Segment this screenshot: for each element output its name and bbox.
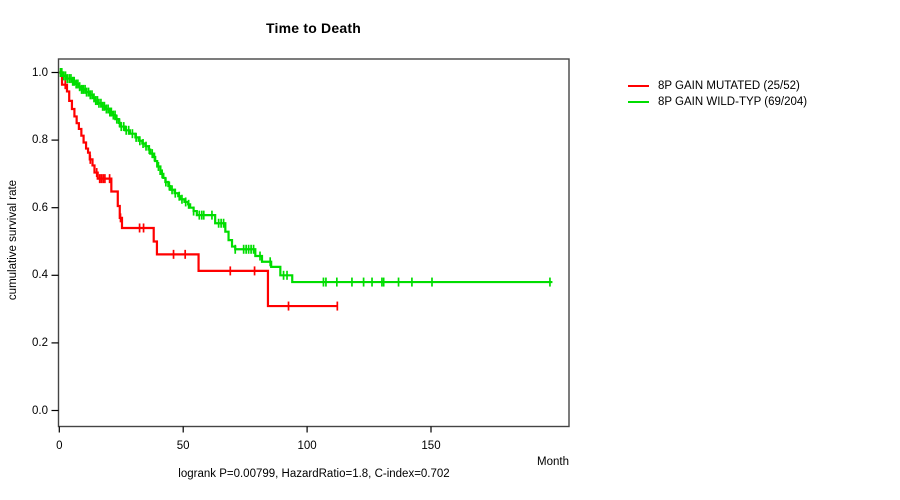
x-axis-label: Month bbox=[537, 456, 569, 468]
logrank-annotation: logrank P=0.00799, HazardRatio=1.8, C-in… bbox=[178, 468, 450, 480]
legend: 8P GAIN MUTATED (25/52) 8P GAIN WILD-TYP… bbox=[628, 78, 807, 110]
y-tick-label: 1.0 bbox=[32, 66, 48, 79]
x-tick-label: 100 bbox=[297, 440, 317, 452]
plot-box bbox=[57, 58, 570, 428]
legend-item-wildtyp: 8P GAIN WILD-TYP (69/204) bbox=[628, 94, 807, 110]
x-tick-label: 0 bbox=[56, 440, 63, 452]
y-tick-label: 0.8 bbox=[32, 134, 48, 147]
legend-label-mutated: 8P GAIN MUTATED (25/52) bbox=[658, 80, 800, 92]
legend-line-green bbox=[628, 101, 649, 103]
x-tick-label: 50 bbox=[176, 440, 190, 452]
y-tick-label: 0.2 bbox=[32, 336, 48, 349]
x-tick-label: 150 bbox=[421, 440, 441, 452]
y-tick-label: 0.6 bbox=[32, 201, 48, 214]
survival-curve-1 bbox=[59, 71, 553, 284]
legend-item-mutated: 8P GAIN MUTATED (25/52) bbox=[628, 78, 807, 94]
chart-title: Time to Death bbox=[266, 20, 361, 36]
y-axis-label: cumulative survival rate bbox=[7, 179, 19, 301]
y-tick-label: 0.0 bbox=[32, 404, 48, 417]
legend-label-wildtyp: 8P GAIN WILD-TYP (69/204) bbox=[658, 96, 808, 108]
y-tick-label: 0.4 bbox=[32, 269, 48, 282]
legend-line-red bbox=[628, 85, 649, 87]
